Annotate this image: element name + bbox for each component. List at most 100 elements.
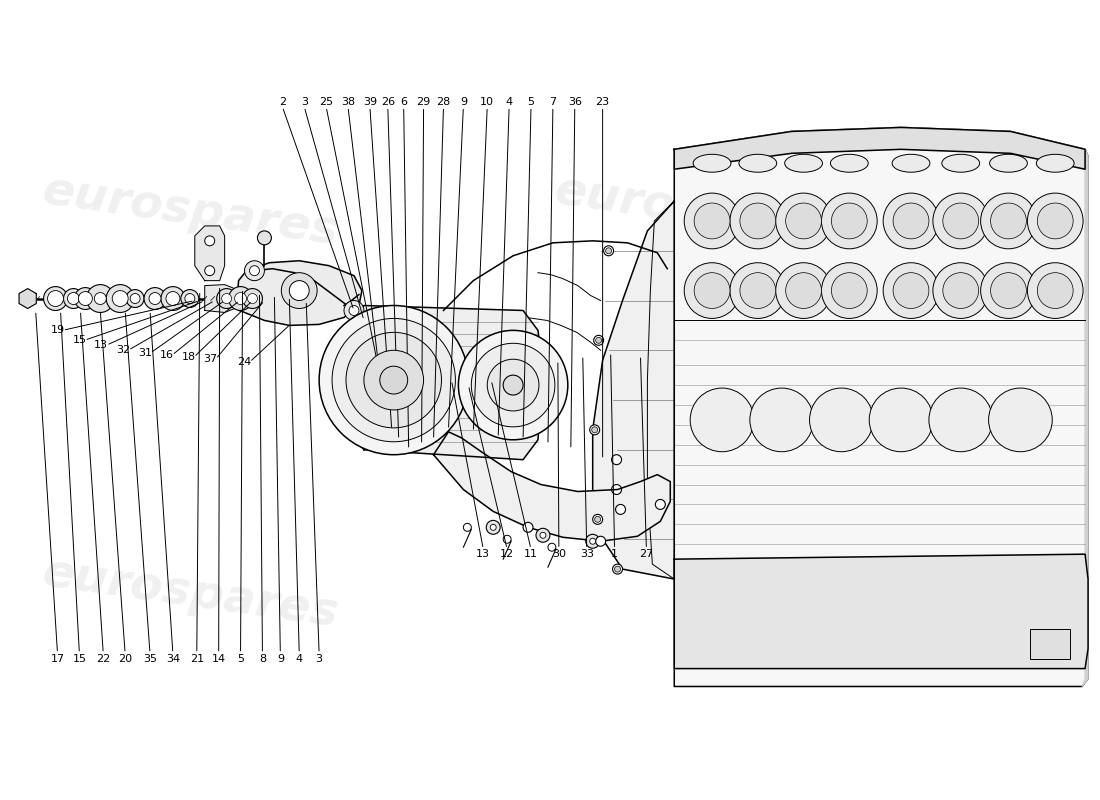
Circle shape: [785, 203, 822, 239]
Circle shape: [822, 262, 877, 318]
Polygon shape: [648, 201, 674, 579]
Text: 28: 28: [437, 97, 451, 106]
Circle shape: [596, 338, 602, 343]
Circle shape: [166, 291, 180, 306]
Circle shape: [229, 286, 253, 310]
Text: 13: 13: [476, 549, 491, 559]
Circle shape: [893, 273, 928, 309]
Circle shape: [205, 236, 214, 246]
Text: 16: 16: [160, 350, 174, 360]
Text: 5: 5: [236, 654, 244, 664]
Circle shape: [67, 293, 79, 305]
Circle shape: [234, 293, 246, 305]
Circle shape: [822, 193, 877, 249]
Text: 20: 20: [118, 654, 132, 664]
Circle shape: [548, 543, 556, 551]
Text: 38: 38: [341, 97, 355, 106]
Polygon shape: [433, 432, 670, 542]
Circle shape: [694, 273, 730, 309]
Ellipse shape: [784, 154, 823, 172]
Circle shape: [656, 499, 666, 510]
Circle shape: [776, 193, 832, 249]
Circle shape: [491, 524, 496, 530]
Text: 11: 11: [524, 549, 538, 559]
Circle shape: [459, 330, 568, 440]
Polygon shape: [205, 285, 240, 313]
Circle shape: [740, 203, 776, 239]
Text: 24: 24: [238, 358, 252, 367]
Ellipse shape: [1036, 154, 1074, 172]
Circle shape: [75, 287, 97, 310]
Circle shape: [364, 350, 424, 410]
Circle shape: [991, 203, 1026, 239]
Circle shape: [604, 246, 614, 256]
Text: 39: 39: [363, 97, 377, 106]
Text: 13: 13: [95, 340, 108, 350]
Circle shape: [989, 388, 1053, 452]
Text: 5: 5: [528, 97, 535, 106]
Circle shape: [64, 289, 84, 309]
Ellipse shape: [739, 154, 777, 172]
Text: 22: 22: [96, 654, 110, 664]
Polygon shape: [344, 306, 543, 460]
Circle shape: [595, 516, 601, 522]
Circle shape: [612, 485, 621, 494]
Circle shape: [332, 318, 455, 442]
Circle shape: [244, 261, 264, 281]
Circle shape: [471, 343, 554, 427]
Text: 17: 17: [51, 654, 65, 664]
Text: 19: 19: [51, 326, 65, 335]
Circle shape: [869, 388, 933, 452]
Circle shape: [593, 514, 603, 524]
Text: 2: 2: [278, 97, 286, 106]
Ellipse shape: [693, 154, 732, 172]
Polygon shape: [195, 226, 224, 281]
Circle shape: [185, 294, 195, 303]
Polygon shape: [674, 127, 1085, 170]
Polygon shape: [238, 261, 362, 326]
Circle shape: [785, 273, 822, 309]
Circle shape: [613, 564, 623, 574]
Polygon shape: [674, 554, 1088, 669]
Text: 6: 6: [400, 97, 407, 106]
Circle shape: [1037, 273, 1074, 309]
Circle shape: [161, 286, 185, 310]
Polygon shape: [19, 289, 36, 309]
Circle shape: [486, 520, 500, 534]
Text: eurospares: eurospares: [39, 168, 341, 254]
Circle shape: [606, 248, 612, 254]
Text: 10: 10: [481, 97, 494, 106]
Text: eurospares: eurospares: [39, 551, 341, 637]
Polygon shape: [1082, 150, 1088, 686]
Circle shape: [590, 538, 596, 544]
Circle shape: [1037, 203, 1074, 239]
Circle shape: [1027, 262, 1084, 318]
Circle shape: [503, 375, 524, 395]
Circle shape: [126, 290, 144, 307]
Circle shape: [524, 522, 534, 532]
Circle shape: [289, 281, 309, 301]
Text: 34: 34: [166, 654, 180, 664]
Circle shape: [349, 306, 359, 315]
Text: 3: 3: [300, 97, 308, 106]
Text: 35: 35: [143, 654, 157, 664]
Circle shape: [540, 532, 546, 538]
Circle shape: [596, 536, 606, 546]
Circle shape: [980, 262, 1036, 318]
Circle shape: [943, 273, 979, 309]
Circle shape: [487, 359, 539, 411]
Circle shape: [112, 290, 128, 306]
Circle shape: [144, 287, 166, 310]
Circle shape: [536, 528, 550, 542]
Circle shape: [684, 262, 740, 318]
Circle shape: [47, 290, 64, 306]
Circle shape: [832, 203, 867, 239]
Circle shape: [319, 306, 469, 454]
Text: 37: 37: [204, 354, 218, 364]
Circle shape: [217, 289, 236, 309]
Circle shape: [928, 388, 992, 452]
Circle shape: [180, 290, 199, 307]
Ellipse shape: [892, 154, 929, 172]
Text: 25: 25: [319, 97, 333, 106]
Text: 21: 21: [189, 654, 204, 664]
